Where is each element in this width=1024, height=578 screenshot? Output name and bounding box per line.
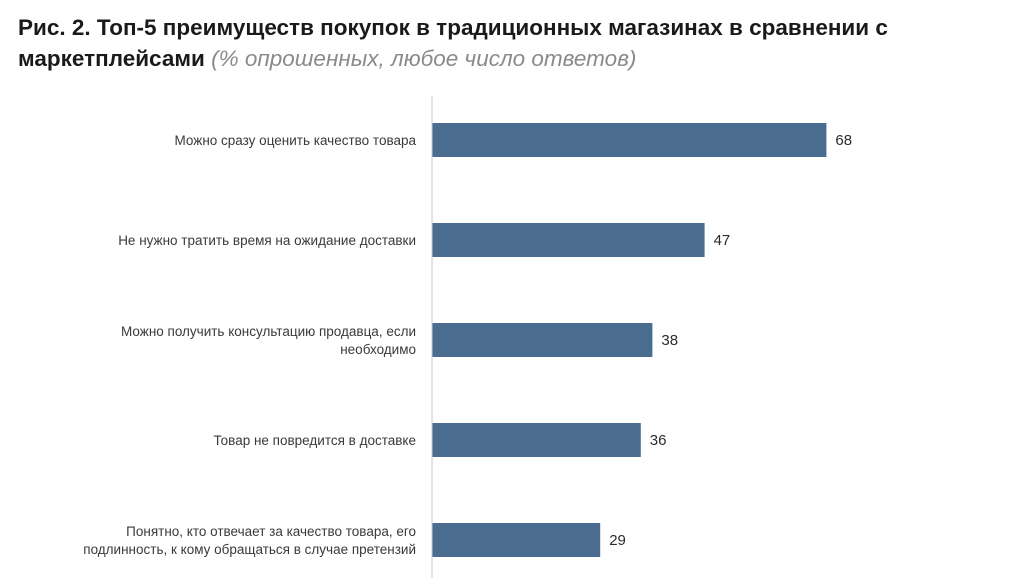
chart-title-sub: (% опрошенных, любое число ответов) [211, 46, 637, 71]
value-label-4: 36 [650, 432, 667, 449]
bar-4 [432, 423, 641, 457]
category-label-2: Не нужно тратить время на ожидание доста… [118, 233, 416, 248]
value-label-3: 38 [661, 332, 678, 349]
category-label-5: Понятно, кто отвечает за качество товара… [83, 524, 416, 557]
category-label-3: Можно получить консультацию продавца, ес… [121, 324, 416, 357]
value-label-2: 47 [714, 232, 731, 249]
category-label-4: Товар не повредится в доставке [213, 433, 416, 448]
value-label-1: 68 [835, 132, 852, 149]
value-label-5: 29 [609, 532, 626, 549]
chart-title: Рис. 2. Топ-5 преимуществ покупок в трад… [18, 12, 1018, 74]
bar-5 [432, 523, 601, 557]
bar-2 [432, 223, 705, 257]
category-label-1: Можно сразу оценить качество товара [175, 133, 417, 148]
bar-3 [432, 323, 653, 357]
chart-title-main: Рис. 2. Топ-5 преимуществ покупок в трад… [18, 15, 888, 71]
bar-1 [432, 123, 827, 157]
